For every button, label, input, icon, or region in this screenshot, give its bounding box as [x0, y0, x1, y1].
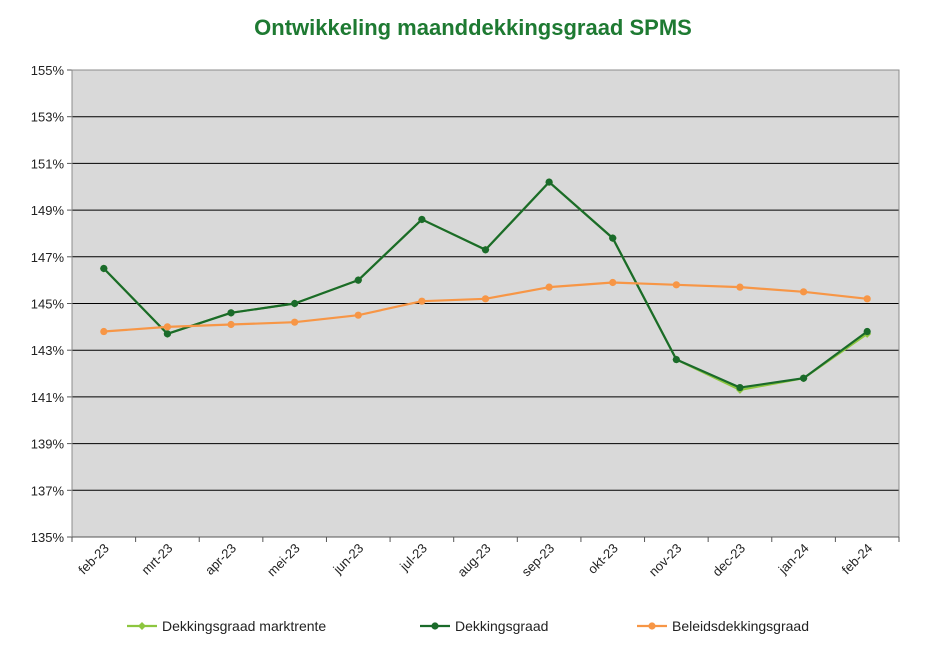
y-tick-label: 135% [31, 530, 65, 545]
data-point-marker [227, 320, 235, 329]
data-point-marker [863, 295, 871, 303]
x-axis-tick-labels: feb-23 mrt-23 apr-23 mei-23 jun-23 jul-23 aug-… [75, 541, 875, 580]
x-tick-label: mei-23 [264, 541, 303, 580]
y-axis-tick-labels: 135% 137% 139% 141% 143% 145% 147% 149% 151% 153%… [31, 63, 65, 545]
data-point-marker [291, 318, 299, 326]
legend-label: Dekkingsgraad marktrente [162, 618, 326, 634]
legend-item: Dekkingsgraad marktrente [127, 618, 326, 634]
data-point-marker [431, 622, 439, 630]
data-point-marker [545, 283, 553, 291]
series-beleidsdekkingsgraad [100, 278, 871, 336]
x-tick-label: nov-23 [646, 541, 685, 580]
data-point-marker [545, 178, 553, 186]
data-point-marker [799, 374, 808, 382]
x-tick-label: jul-23 [396, 541, 430, 575]
data-point-marker [138, 622, 146, 630]
chart-title: Ontwikkeling maanddekkingsgraad SPMS [254, 15, 692, 40]
data-point-marker [736, 383, 744, 392]
data-point-marker [799, 288, 808, 296]
data-point-marker [481, 295, 490, 303]
x-tick-label: feb-24 [839, 541, 876, 578]
y-tick-label: 143% [31, 343, 65, 358]
x-tick-label: dec-23 [709, 541, 748, 580]
y-tick-label: 137% [31, 483, 65, 498]
series-lines [99, 178, 872, 394]
data-point-marker [100, 264, 108, 273]
legend-item: Dekkingsgraad [420, 618, 548, 634]
data-point-marker [863, 327, 871, 336]
data-point-marker [100, 327, 108, 336]
y-tick-label: 149% [31, 203, 65, 218]
y-tick-label: 153% [31, 110, 65, 125]
x-tick-label: okt-23 [585, 541, 621, 577]
data-point-marker [672, 355, 680, 364]
data-point-marker [609, 234, 617, 242]
data-point-marker [163, 323, 172, 331]
y-tick-label: 139% [31, 437, 65, 452]
x-tick-label: jun-23 [330, 541, 367, 578]
legend-label: Dekkingsgraad [455, 618, 548, 634]
x-tick-label: apr-23 [202, 541, 239, 578]
x-tick-label: sep-23 [519, 541, 558, 580]
legend-label: Beleidsdekkingsgraad [672, 618, 809, 634]
x-tick-label: mrt-23 [138, 541, 175, 578]
y-tick-label: 145% [31, 297, 65, 312]
data-point-marker [481, 246, 490, 254]
data-point-marker [418, 297, 426, 305]
data-point-marker [609, 278, 617, 287]
data-point-marker [227, 309, 235, 317]
data-point-marker [163, 330, 172, 338]
x-tick-label: feb-23 [75, 541, 112, 578]
data-point-marker [736, 283, 744, 291]
x-tick-label: aug-23 [454, 541, 493, 580]
y-tick-label: 147% [31, 250, 65, 265]
data-point-marker [648, 622, 656, 630]
y-tick-label: 151% [31, 156, 65, 171]
data-point-marker [354, 311, 362, 319]
data-point-marker [354, 276, 362, 284]
data-point-marker [291, 299, 299, 308]
data-point-marker [418, 215, 426, 224]
y-tick-label: 141% [31, 390, 65, 405]
x-tick-label: jan-24 [775, 541, 812, 578]
legend-item: Beleidsdekkingsgraad [637, 618, 809, 634]
axes [67, 69, 900, 542]
legend: Dekkingsgraad marktrente Dekkingsgraad Bel… [127, 618, 809, 634]
series-dekkingsgraad [100, 178, 871, 392]
data-point-marker [672, 281, 680, 289]
y-tick-label: 155% [31, 63, 65, 78]
